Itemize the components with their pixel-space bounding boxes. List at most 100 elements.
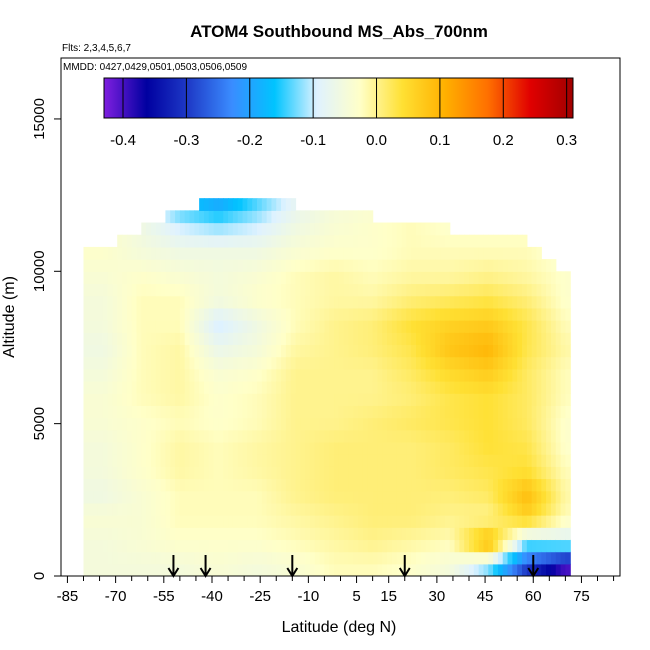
heatmap-cell xyxy=(502,441,509,455)
heatmap-cell xyxy=(160,454,167,467)
heatmap-cell xyxy=(416,429,422,443)
heatmap-cell xyxy=(560,393,566,406)
heatmap-cell xyxy=(440,429,446,443)
heatmap-cell xyxy=(208,539,215,553)
heatmap-cell xyxy=(324,551,330,565)
heatmap-cell xyxy=(232,344,239,358)
heatmap-cell xyxy=(247,332,253,346)
heatmap-cell xyxy=(117,490,123,504)
heatmap-cell xyxy=(175,417,181,431)
heatmap-cell xyxy=(401,259,407,272)
heatmap-cell xyxy=(184,222,191,236)
heatmap-cell xyxy=(497,234,504,248)
heatmap-cell xyxy=(93,466,99,480)
heatmap-cell xyxy=(256,539,263,553)
heatmap-cell xyxy=(242,320,248,333)
heatmap-cell xyxy=(493,429,499,443)
heatmap-cell xyxy=(522,320,528,333)
heatmap-cell xyxy=(309,454,316,467)
heatmap-cell xyxy=(295,332,301,346)
heatmap-cell xyxy=(189,454,195,467)
heatmap-cell xyxy=(242,368,248,382)
heatmap-cell xyxy=(358,429,364,443)
heatmap-cell xyxy=(382,405,388,419)
heatmap-cell xyxy=(358,527,364,541)
heatmap-cell xyxy=(319,283,326,297)
heatmap-cell xyxy=(228,356,234,370)
heatmap-cell xyxy=(189,417,195,431)
heatmap-cell xyxy=(546,332,552,346)
heatmap-cell xyxy=(290,307,297,321)
heatmap-cell xyxy=(387,515,393,528)
heatmap-cell xyxy=(281,271,287,285)
heatmap-cell xyxy=(372,222,379,236)
heatmap-cell xyxy=(141,283,147,297)
heatmap-cell xyxy=(367,246,374,260)
heatmap-cell xyxy=(112,246,118,260)
heatmap-cell xyxy=(179,307,186,321)
heatmap-cell xyxy=(165,210,171,224)
heatmap-cell xyxy=(295,344,301,358)
x-tick-label: 5 xyxy=(352,588,360,605)
heatmap-cell xyxy=(358,246,364,260)
heatmap-cell xyxy=(550,295,557,309)
heatmap-cell xyxy=(416,441,422,455)
heatmap-cell xyxy=(242,405,248,419)
heatmap-cell xyxy=(141,259,147,272)
heatmap-cell xyxy=(314,502,321,516)
heatmap-cell xyxy=(184,502,191,516)
heatmap-cell xyxy=(522,271,528,285)
heatmap-cell xyxy=(396,295,403,309)
heatmap-cell xyxy=(338,393,345,406)
heatmap-cell xyxy=(281,283,287,297)
heatmap-cell xyxy=(285,515,292,528)
heatmap-cell xyxy=(387,283,393,297)
heatmap-cell xyxy=(175,259,181,272)
heatmap-cell xyxy=(155,405,162,419)
heatmap-cell xyxy=(502,490,509,504)
heatmap-cell xyxy=(334,295,340,309)
heatmap-cell xyxy=(391,429,398,443)
heatmap-cell xyxy=(522,332,528,346)
heatmap-cell xyxy=(493,405,499,419)
heatmap-cell xyxy=(469,283,475,297)
heatmap-cell xyxy=(449,380,456,394)
heatmap-cell xyxy=(343,417,350,431)
heatmap-cell xyxy=(387,539,393,553)
heatmap-cell xyxy=(338,563,345,576)
heatmap-cell xyxy=(488,307,494,321)
heatmap-cell xyxy=(488,466,494,480)
heatmap-cell xyxy=(213,356,220,370)
heatmap-cell xyxy=(295,368,301,382)
heatmap-cell xyxy=(435,478,441,492)
heatmap-cell xyxy=(256,332,263,346)
heatmap-cell xyxy=(107,454,113,467)
heatmap-cell xyxy=(565,405,571,419)
heatmap-cell xyxy=(478,466,485,480)
heatmap-cell xyxy=(411,344,417,358)
heatmap-cell xyxy=(256,563,263,576)
heatmap-cell xyxy=(213,441,220,455)
heatmap-cell xyxy=(372,271,379,285)
heatmap-cell xyxy=(348,454,354,467)
heatmap-cell xyxy=(334,563,340,576)
heatmap-cell xyxy=(228,417,234,431)
heatmap-cell xyxy=(300,246,306,260)
heatmap-cell xyxy=(232,393,239,406)
heatmap-cell xyxy=(146,466,152,480)
heatmap-cell xyxy=(541,283,547,297)
heatmap-cell xyxy=(160,563,167,576)
heatmap-cell xyxy=(122,393,128,406)
heatmap-cell xyxy=(305,417,311,431)
heatmap-cell xyxy=(425,320,432,333)
heatmap-cell xyxy=(83,515,89,528)
heatmap-cell xyxy=(146,563,152,576)
heatmap-cell xyxy=(281,502,287,516)
heatmap-cell xyxy=(541,527,547,541)
heatmap-cell xyxy=(93,320,99,333)
heatmap-cell xyxy=(83,478,89,492)
heatmap-cell xyxy=(444,466,451,480)
heatmap-cell xyxy=(213,259,220,272)
heatmap-cell xyxy=(223,393,229,406)
heatmap-cell xyxy=(131,259,138,272)
